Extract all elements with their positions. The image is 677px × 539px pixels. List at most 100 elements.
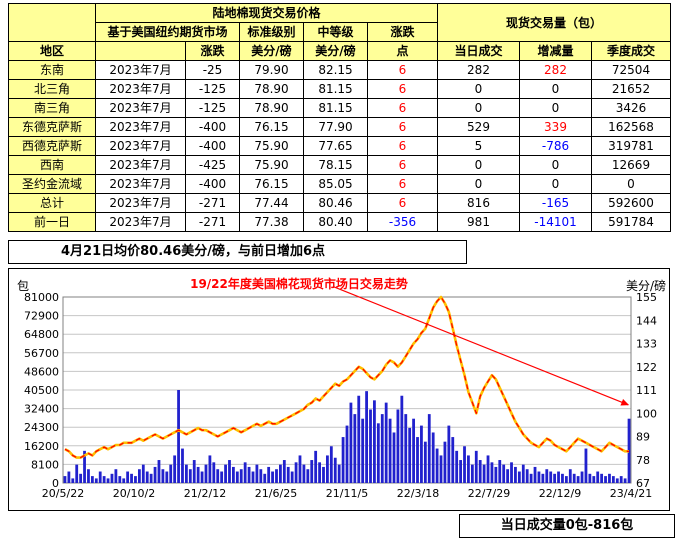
standard-price-cell[interactable]: 79.90 [239,60,304,80]
season-volume-cell[interactable]: 3426 [591,98,671,118]
middling-price-cell[interactable]: 77.90 [303,117,368,137]
points-cell[interactable]: 6 [367,79,438,99]
daily-volume-cell[interactable]: 0 [437,98,520,118]
table-title-left[interactable]: 陆地棉现货交易价格 [95,3,438,23]
standard-price-cell[interactable]: 75.90 [239,136,304,156]
standard-grade-header[interactable]: 标准级别 [239,22,304,42]
month-cell[interactable]: 2023年7月 [95,155,186,175]
season-volume-cell[interactable]: 72504 [591,60,671,80]
season-volume-cell[interactable]: 0 [591,174,671,194]
points-cell[interactable]: 6 [367,193,438,213]
daily-volume-cell[interactable]: 282 [437,60,520,80]
month-cell[interactable]: 2023年7月 [95,174,186,194]
daily-volume-header[interactable]: 当日成交 [437,41,520,61]
change-cell[interactable]: -271 [185,212,240,232]
basis-header[interactable]: 基于美国纽约期货市场 [95,22,240,42]
delta-cell[interactable]: 0 [519,98,592,118]
daily-volume-cell[interactable]: 5 [437,136,520,156]
standard-price-cell[interactable]: 75.90 [239,155,304,175]
change-cell[interactable]: -400 [185,136,240,156]
month-cell[interactable]: 2023年7月 [95,79,186,99]
delta-cell[interactable]: 339 [519,117,592,137]
season-volume-header[interactable]: 季度成交 [591,41,671,61]
region-cell[interactable]: 圣约金流域 [8,174,96,194]
season-volume-cell[interactable]: 21652 [591,79,671,99]
middling-price-cell[interactable]: 82.15 [303,60,368,80]
points-cell[interactable]: 6 [367,60,438,80]
points-cell[interactable]: 6 [367,136,438,156]
daily-volume-cell[interactable]: 529 [437,117,520,137]
middling-grade-header[interactable]: 中等级 [303,22,368,42]
delta-cell[interactable]: -165 [519,193,592,213]
region-cell[interactable]: 西德克萨斯 [8,136,96,156]
daily-volume-cell[interactable]: 0 [437,155,520,175]
change-cell[interactable]: -425 [185,155,240,175]
month-cell[interactable]: 2023年7月 [95,60,186,80]
change-header[interactable]: 涨跌 [367,22,438,42]
middling-price-cell[interactable]: 80.46 [303,193,368,213]
change-cell[interactable]: -25 [185,60,240,80]
middling-price-cell[interactable]: 80.40 [303,212,368,232]
standard-price-cell[interactable]: 78.90 [239,98,304,118]
month-cell[interactable]: 2023年7月 [95,193,186,213]
change-cell[interactable]: -125 [185,79,240,99]
standard-price-cell[interactable]: 78.90 [239,79,304,99]
points-cell[interactable]: 6 [367,98,438,118]
region-cell[interactable]: 南三角 [8,98,96,118]
points-cell[interactable]: -356 [367,212,438,232]
season-volume-cell[interactable]: 591784 [591,212,671,232]
delta-cell[interactable]: -786 [519,136,592,156]
svg-text:89: 89 [636,431,650,444]
middling-price-cell[interactable]: 77.65 [303,136,368,156]
region-cell[interactable]: 前一日 [8,212,96,232]
table-title-right[interactable]: 现货交易量（包） [437,3,671,42]
daily-volume-cell[interactable]: 0 [437,174,520,194]
standard-price-cell[interactable]: 77.44 [239,193,304,213]
daily-volume-cell[interactable]: 0 [437,79,520,99]
delta-header[interactable]: 增减量 [519,41,592,61]
middling-price-cell[interactable]: 78.15 [303,155,368,175]
points-header[interactable]: 点 [367,41,438,61]
standard-price-cell[interactable]: 76.15 [239,117,304,137]
change-cell[interactable]: -400 [185,117,240,137]
delta-cell[interactable]: -14101 [519,212,592,232]
month-cell[interactable]: 2023年7月 [95,98,186,118]
delta-cell[interactable]: 0 [519,79,592,99]
region-cell[interactable]: 总计 [8,193,96,213]
region-cell[interactable]: 西南 [8,155,96,175]
delta-cell[interactable]: 282 [519,60,592,80]
middling-price-cell[interactable]: 81.15 [303,79,368,99]
delta-cell[interactable]: 0 [519,155,592,175]
middling-price-cell[interactable]: 81.15 [303,98,368,118]
change-cell[interactable]: -125 [185,98,240,118]
cents-header-1[interactable]: 美分/磅 [239,41,304,61]
daily-volume-cell[interactable]: 981 [437,212,520,232]
region-cell[interactable]: 东南 [8,60,96,80]
standard-price-cell[interactable]: 76.15 [239,174,304,194]
month-cell[interactable]: 2023年7月 [95,136,186,156]
middling-price-cell[interactable]: 85.05 [303,174,368,194]
standard-price-cell[interactable]: 77.38 [239,212,304,232]
region-header[interactable]: 地区 [8,41,96,61]
season-volume-cell[interactable]: 12669 [591,155,671,175]
region-cell[interactable]: 东德克萨斯 [8,117,96,137]
points-cell[interactable]: 6 [367,155,438,175]
change-sub-header[interactable]: 涨跌 [185,41,240,61]
season-volume-cell[interactable]: 319781 [591,136,671,156]
season-volume-cell[interactable]: 162568 [591,117,671,137]
delta-cell[interactable]: 0 [519,174,592,194]
change-cell[interactable]: -271 [185,193,240,213]
region-cell[interactable]: 北三角 [8,79,96,99]
season-volume-cell[interactable]: 592600 [591,193,671,213]
cents-header-2[interactable]: 美分/磅 [303,41,368,61]
month-cell[interactable]: 2023年7月 [95,117,186,137]
svg-text:21/11/5: 21/11/5 [326,487,368,500]
svg-text:0: 0 [52,477,59,490]
corner-cell[interactable] [8,3,96,42]
daily-volume-cell[interactable]: 816 [437,193,520,213]
change-cell[interactable]: -400 [185,174,240,194]
month-cell[interactable]: 2023年7月 [95,212,186,232]
points-cell[interactable]: 6 [367,117,438,137]
points-cell[interactable]: 6 [367,174,438,194]
month-header[interactable] [95,41,186,61]
